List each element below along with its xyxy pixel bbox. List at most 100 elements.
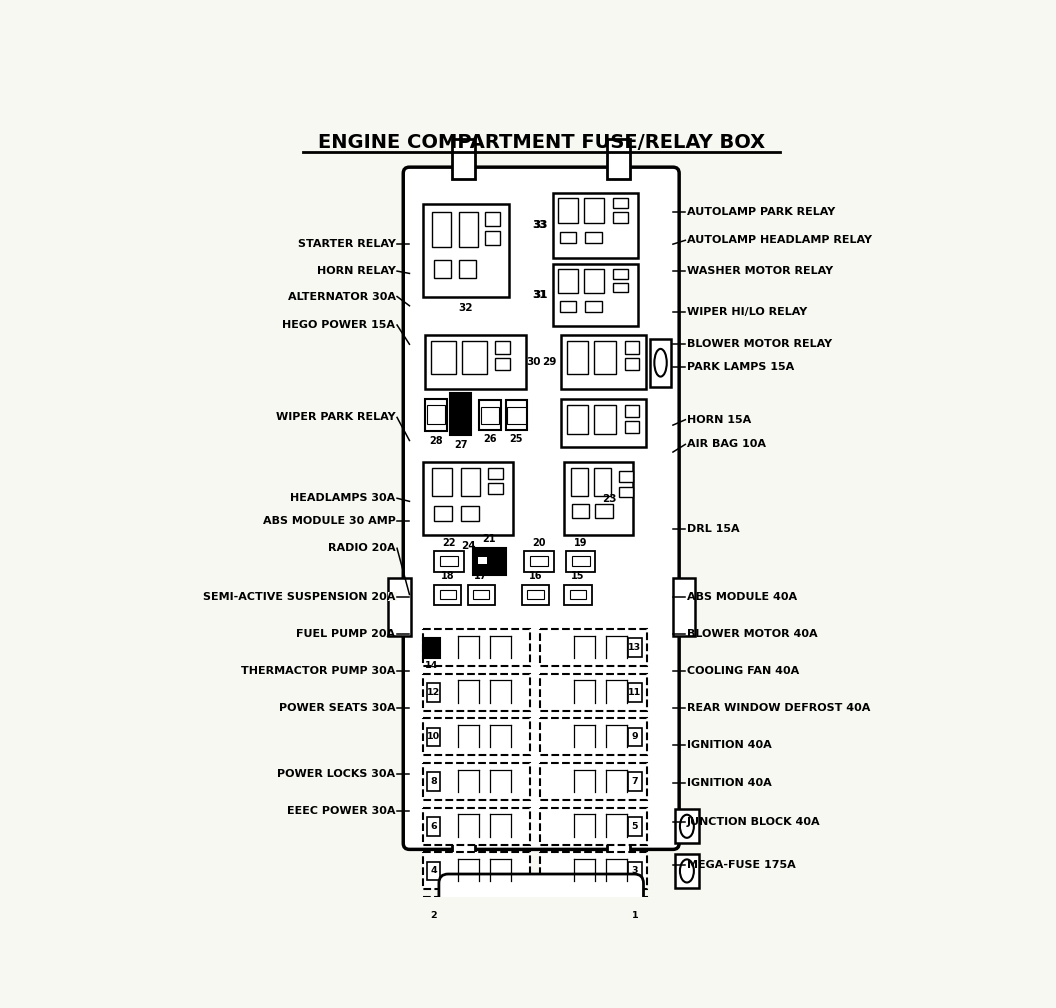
Bar xyxy=(423,853,530,889)
Text: 13: 13 xyxy=(628,643,642,652)
Bar xyxy=(423,673,530,711)
Bar xyxy=(593,469,611,496)
Bar xyxy=(427,405,445,423)
Bar xyxy=(434,506,452,520)
Bar xyxy=(566,550,596,573)
Bar xyxy=(612,269,628,279)
Bar xyxy=(572,556,589,565)
Text: MEGA-FUSE 175A: MEGA-FUSE 175A xyxy=(686,860,795,870)
Bar xyxy=(427,862,440,880)
Text: FUEL PUMP 20A: FUEL PUMP 20A xyxy=(297,629,396,639)
Bar xyxy=(612,212,628,223)
Bar xyxy=(459,260,476,278)
Bar xyxy=(423,763,530,800)
Text: 25: 25 xyxy=(510,434,523,445)
Text: HORN 15A: HORN 15A xyxy=(686,414,751,424)
Text: 14: 14 xyxy=(426,660,438,669)
Text: REAR WINDOW DEFROST 40A: REAR WINDOW DEFROST 40A xyxy=(686,703,870,713)
Text: 4: 4 xyxy=(430,867,437,875)
Text: AUTOLAMP PARK RELAY: AUTOLAMP PARK RELAY xyxy=(686,207,835,217)
Text: 5: 5 xyxy=(631,822,638,831)
Text: HORN RELAY: HORN RELAY xyxy=(317,266,396,276)
Bar xyxy=(507,406,526,423)
Text: 29: 29 xyxy=(542,357,557,367)
Bar xyxy=(596,504,612,518)
Text: 14: 14 xyxy=(427,643,440,652)
Text: 32: 32 xyxy=(458,302,473,312)
Text: 33: 33 xyxy=(533,221,548,230)
Text: WASHER MOTOR RELAY: WASHER MOTOR RELAY xyxy=(686,266,833,276)
Bar xyxy=(675,809,699,844)
Bar xyxy=(567,405,588,434)
Bar xyxy=(553,193,638,258)
Bar xyxy=(388,579,411,636)
Bar xyxy=(628,728,642,746)
Text: 7: 7 xyxy=(631,777,638,786)
Bar xyxy=(625,358,639,371)
Bar xyxy=(628,862,642,880)
Bar xyxy=(427,817,440,836)
Text: 23: 23 xyxy=(602,494,617,504)
Bar xyxy=(425,335,526,389)
Bar xyxy=(673,579,695,636)
Text: SEMI-ACTIVE SUSPENSION 20A: SEMI-ACTIVE SUSPENSION 20A xyxy=(203,592,396,602)
Text: 6: 6 xyxy=(430,822,437,831)
Text: POWER SEATS 30A: POWER SEATS 30A xyxy=(279,703,396,713)
Bar xyxy=(628,817,642,836)
Bar xyxy=(540,719,646,755)
Text: RADIO 20A: RADIO 20A xyxy=(327,543,396,553)
Bar xyxy=(540,763,646,800)
Bar xyxy=(553,264,638,326)
Bar xyxy=(427,772,440,791)
Bar xyxy=(480,406,499,423)
Text: 21: 21 xyxy=(483,534,496,544)
Bar xyxy=(619,487,633,498)
Bar xyxy=(423,719,530,755)
Bar xyxy=(488,468,504,479)
Bar xyxy=(450,393,471,435)
Bar xyxy=(427,638,440,657)
Bar xyxy=(477,556,487,564)
Bar xyxy=(540,629,646,666)
Text: BLOWER MOTOR 40A: BLOWER MOTOR 40A xyxy=(686,629,817,639)
Bar xyxy=(572,504,589,518)
Text: STARTER RELAY: STARTER RELAY xyxy=(298,239,396,249)
Bar xyxy=(485,212,499,226)
Bar xyxy=(619,472,633,482)
Text: 17: 17 xyxy=(474,572,488,582)
Text: POWER LOCKS 30A: POWER LOCKS 30A xyxy=(278,769,396,779)
Text: 31: 31 xyxy=(532,290,547,300)
Bar xyxy=(423,204,509,296)
Bar xyxy=(628,638,642,657)
Ellipse shape xyxy=(655,349,666,377)
Text: HEGO POWER 15A: HEGO POWER 15A xyxy=(283,320,396,330)
Text: BLOWER MOTOR RELAY: BLOWER MOTOR RELAY xyxy=(686,340,832,349)
Text: PARK LAMPS 15A: PARK LAMPS 15A xyxy=(686,362,794,372)
Text: 24: 24 xyxy=(460,541,475,551)
Bar xyxy=(494,358,510,371)
Bar xyxy=(584,269,604,292)
Bar xyxy=(423,462,512,535)
Bar xyxy=(675,854,699,888)
Bar xyxy=(540,897,646,934)
Text: 18: 18 xyxy=(441,572,455,582)
Text: 33: 33 xyxy=(532,220,547,230)
Bar xyxy=(427,728,440,746)
Text: 9: 9 xyxy=(631,733,638,742)
Bar xyxy=(570,590,586,599)
Text: ENGINE COMPARTMENT FUSE/RELAY BOX: ENGINE COMPARTMENT FUSE/RELAY BOX xyxy=(318,133,765,152)
Text: COOLING FAN 40A: COOLING FAN 40A xyxy=(686,665,799,675)
Bar xyxy=(423,638,440,658)
Bar xyxy=(440,556,458,565)
Bar xyxy=(506,400,527,429)
Bar xyxy=(527,590,544,599)
Bar xyxy=(488,483,504,494)
Bar xyxy=(423,629,530,666)
Bar xyxy=(431,341,456,374)
Bar xyxy=(558,269,579,292)
Bar xyxy=(479,400,501,429)
Text: 12: 12 xyxy=(427,687,440,697)
Bar xyxy=(607,837,630,872)
Bar xyxy=(593,405,616,434)
Bar xyxy=(524,550,553,573)
